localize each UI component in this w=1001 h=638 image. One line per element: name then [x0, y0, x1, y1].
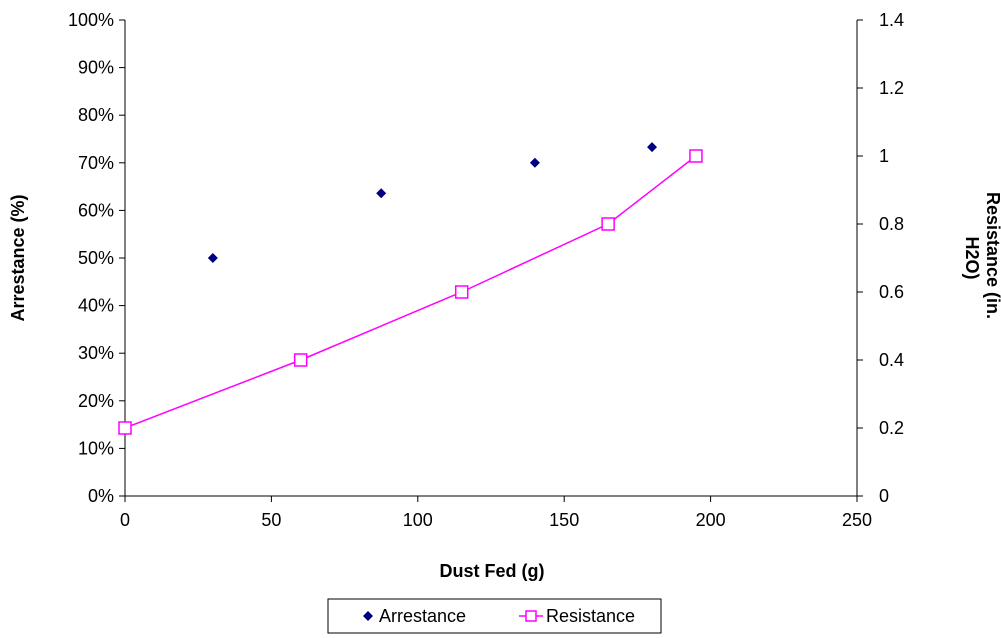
plot-background: [125, 20, 857, 496]
y-tick-label: 70%: [78, 153, 114, 173]
y-tick-label: 0%: [88, 486, 114, 506]
y-axis-left: 0% 10% 20% 30% 40% 50% 60% 70% 80% 90% 100%: [68, 10, 126, 506]
x-axis-title: Dust Fed (g): [440, 561, 545, 581]
legend-box: [327, 598, 662, 634]
y-tick-label: 10%: [78, 438, 114, 458]
arrestance-point: [376, 188, 387, 199]
y-tick-label: 30%: [78, 343, 114, 363]
y2-tick-label: 1: [879, 146, 889, 166]
x-tick-label: 0: [120, 510, 130, 530]
legend-label-resistance: Resistance: [546, 606, 635, 626]
x-tick-label: 50: [261, 510, 281, 530]
y2-tick-label: 0.4: [879, 350, 904, 370]
y2-axis-title-line-1: Resistance (in.: [983, 192, 1001, 319]
resistance-point: [454, 285, 469, 299]
resistance-point: [118, 421, 132, 435]
y-tick-label: 20%: [78, 391, 114, 411]
legend-marker-resistance: [525, 610, 537, 622]
y-tick-label: 90%: [78, 58, 114, 78]
y-tick-label: 50%: [78, 248, 114, 268]
y-tick-label: 100%: [68, 10, 114, 30]
y2-tick-label: 0.2: [879, 418, 904, 438]
x-tick-label: 100: [403, 510, 433, 530]
x-tick-label: 250: [842, 510, 872, 530]
legend-label-arrestance: Arrestance: [379, 606, 466, 626]
resistance-point: [293, 353, 308, 367]
y2-tick-label: 1.4: [879, 10, 904, 30]
y-tick-label: 60%: [78, 200, 114, 220]
x-axis: 0 50 100 150 200 250: [120, 495, 872, 530]
arrestance-point: [207, 253, 218, 263]
y2-axis-title: Resistance (in. H2O): [962, 192, 1001, 324]
arrestance-point: [529, 157, 540, 168]
legend: Arrestance Resistance: [327, 598, 662, 634]
y2-axis-title-line-2: H2O): [962, 236, 982, 279]
series-layer: [118, 142, 703, 435]
y-tick-label: 80%: [78, 105, 114, 125]
y-axis-title: Arrestance (%): [8, 194, 28, 321]
x-tick-label: 150: [549, 510, 579, 530]
resistance-point: [601, 217, 615, 231]
y-tick-label: 40%: [78, 296, 114, 316]
y-axis-right: 0 0.2 0.4 0.6 0.8 1 1.2 1.4: [856, 10, 904, 506]
x-tick-label: 200: [696, 510, 726, 530]
y2-tick-label: 0: [879, 486, 889, 506]
arrestance-point: [647, 142, 658, 153]
y2-tick-label: 0.8: [879, 214, 904, 234]
y2-tick-label: 0.6: [879, 282, 904, 302]
plot-area: [125, 20, 857, 496]
y2-tick-label: 1.2: [879, 78, 904, 98]
resistance-point: [689, 149, 703, 163]
legend-marker-arrestance: [363, 611, 373, 621]
